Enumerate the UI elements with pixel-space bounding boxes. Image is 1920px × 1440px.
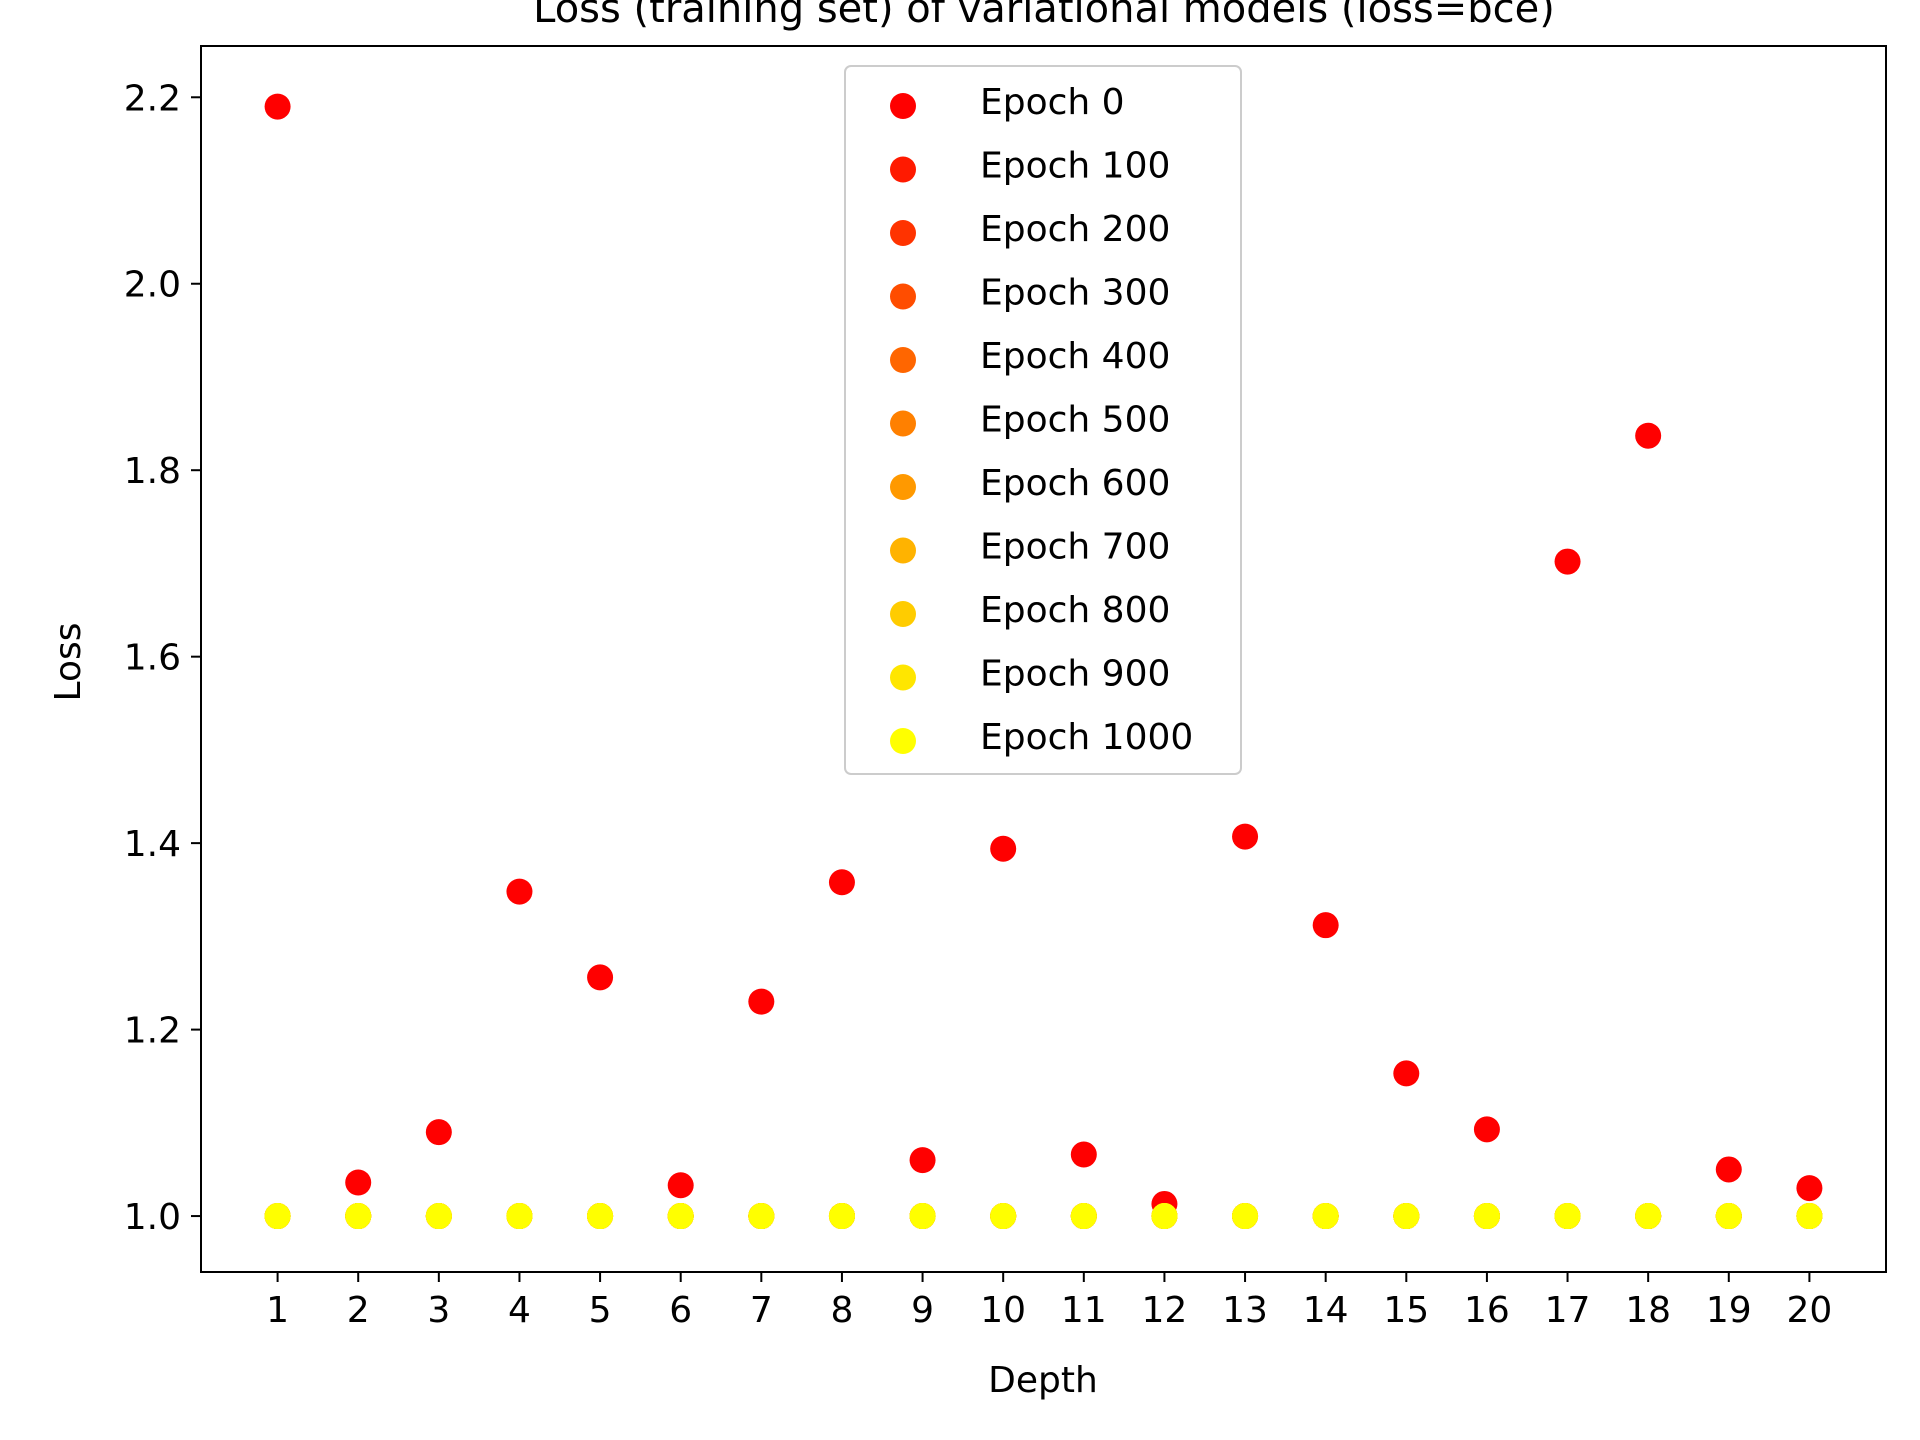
data-point <box>828 869 855 896</box>
data-point <box>1473 1203 1500 1230</box>
legend-marker <box>890 220 916 246</box>
data-point <box>1070 1203 1097 1230</box>
x-tick-label: 18 <box>1625 1290 1671 1331</box>
legend-entry-label: Epoch 600 <box>980 463 1170 504</box>
data-point <box>1554 548 1581 575</box>
legend-frame <box>844 65 1242 775</box>
data-point <box>1232 1203 1259 1230</box>
legend-entry-label: Epoch 300 <box>980 273 1170 314</box>
x-tick-label: 16 <box>1464 1290 1510 1331</box>
data-point <box>506 878 533 905</box>
data-point <box>990 835 1017 862</box>
data-point <box>587 964 614 991</box>
data-point <box>667 1203 694 1230</box>
data-point <box>1635 422 1662 449</box>
data-point <box>909 1147 936 1174</box>
x-tick-label: 14 <box>1303 1290 1349 1331</box>
data-point <box>1312 912 1339 939</box>
y-tick-label: 1.4 <box>124 824 181 865</box>
legend-marker <box>890 347 916 373</box>
legend-marker <box>890 474 916 500</box>
y-tick-label: 1.8 <box>124 451 181 492</box>
legend-marker <box>890 537 916 564</box>
legend-marker <box>890 601 916 627</box>
x-tick-label: 13 <box>1222 1290 1268 1331</box>
y-axis-label: Loss <box>48 623 89 702</box>
x-tick-label: 20 <box>1787 1290 1833 1331</box>
legend-entry-label: Epoch 700 <box>980 527 1170 568</box>
x-tick-label: 19 <box>1706 1290 1752 1331</box>
data-point <box>909 1203 936 1230</box>
legend-entry-label: Epoch 900 <box>980 654 1170 695</box>
y-tick-label: 2.2 <box>124 78 181 119</box>
legend-marker <box>890 410 916 437</box>
data-point <box>828 1203 855 1230</box>
plot-area-frame <box>200 45 1887 1273</box>
data-point <box>506 1203 533 1230</box>
y-tick-label: 1.0 <box>124 1197 181 1238</box>
legend-entry-label: Epoch 100 <box>980 146 1170 187</box>
legend-marker <box>890 728 916 754</box>
legend-entry-label: Epoch 800 <box>980 590 1170 631</box>
x-tick-label: 17 <box>1545 1290 1591 1331</box>
legend-marker <box>890 93 916 119</box>
data-point <box>1796 1175 1823 1202</box>
data-point <box>1554 1203 1581 1230</box>
data-point <box>264 1203 291 1230</box>
x-axis: 1 2 3 4 5 6 7 8 9 10 11 12 13 14 15 16 17 18 19 20 <box>266 1272 1832 1331</box>
data-point <box>1796 1203 1823 1230</box>
data-point <box>1715 1203 1742 1230</box>
legend: Epoch 0 Epoch 100 Epoch 200 Epoch 300 Epoch … <box>844 65 1242 775</box>
y-axis: 1.0 1.2 1.4 1.6 1.8 2.0 2.2 <box>124 78 201 1238</box>
data-point <box>1151 1203 1178 1230</box>
data-point <box>587 1203 614 1230</box>
data-point <box>667 1172 694 1199</box>
data-point <box>1393 1060 1420 1087</box>
data-point <box>1232 823 1259 850</box>
data-point <box>345 1203 372 1230</box>
x-tick-label: 8 <box>830 1290 853 1331</box>
legend-entry-label: Epoch 400 <box>980 336 1170 377</box>
data-points <box>264 93 1823 1230</box>
data-point <box>1715 1156 1742 1183</box>
data-point <box>1070 1141 1097 1168</box>
y-tick-label: 1.6 <box>124 638 181 679</box>
legend-entry-label: Epoch 500 <box>980 400 1170 441</box>
data-point <box>425 1119 452 1146</box>
legend-marker <box>890 283 916 310</box>
x-tick-label: 4 <box>508 1290 531 1331</box>
x-tick-label: 5 <box>589 1290 612 1331</box>
data-point <box>1312 1203 1339 1230</box>
x-tick-label: 7 <box>750 1290 773 1331</box>
legend-entry-label: Epoch 0 <box>980 82 1125 123</box>
x-tick-label: 11 <box>1061 1290 1107 1331</box>
x-tick-label: 3 <box>427 1290 450 1331</box>
legend-marker <box>890 156 916 183</box>
x-tick-label: 6 <box>669 1290 692 1331</box>
data-point <box>264 93 291 120</box>
y-tick-label: 1.2 <box>124 1011 181 1052</box>
x-tick-label: 1 <box>266 1290 289 1331</box>
x-tick-label: 15 <box>1383 1290 1429 1331</box>
x-axis-label: Depth <box>988 1360 1098 1401</box>
x-tick-label: 12 <box>1142 1290 1188 1331</box>
legend-marker <box>890 664 916 691</box>
data-point <box>1473 1116 1500 1143</box>
data-point <box>748 1203 775 1230</box>
y-tick-label: 2.0 <box>124 265 181 306</box>
data-point <box>748 988 775 1015</box>
data-point <box>345 1169 372 1196</box>
legend-entry-label: Epoch 1000 <box>980 717 1193 758</box>
legend-entry-label: Epoch 200 <box>980 209 1170 250</box>
chart-title: Loss (training set) of variational model… <box>533 0 1555 32</box>
data-point <box>1635 1203 1662 1230</box>
data-point <box>1393 1203 1420 1230</box>
data-point <box>425 1203 452 1230</box>
x-tick-label: 2 <box>347 1290 370 1331</box>
x-tick-label: 9 <box>911 1290 934 1331</box>
data-point <box>990 1203 1017 1230</box>
x-tick-label: 10 <box>980 1290 1026 1331</box>
